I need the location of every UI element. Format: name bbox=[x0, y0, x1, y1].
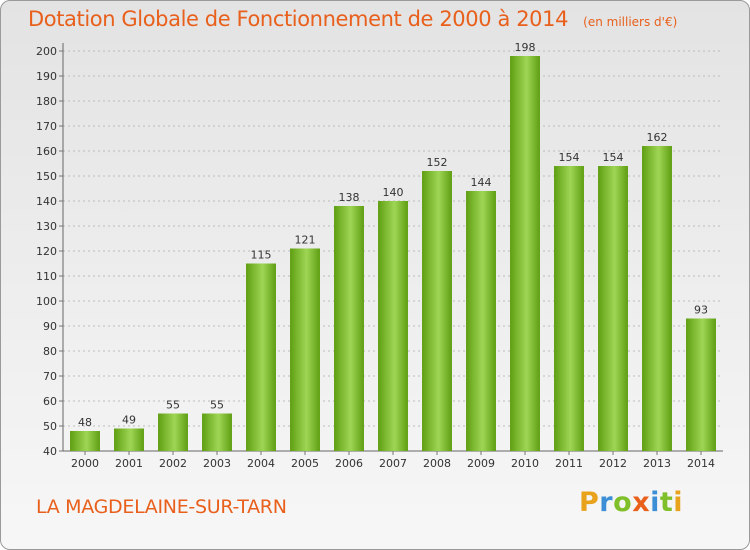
x-tick-label-2010: 2010 bbox=[511, 457, 539, 470]
y-tick-label: 100 bbox=[36, 295, 57, 308]
data-label-2001: 49 bbox=[122, 414, 136, 427]
logo-letter: x bbox=[632, 487, 651, 518]
x-tick-label-2005: 2005 bbox=[291, 457, 319, 470]
x-tick-label-2013: 2013 bbox=[643, 457, 671, 470]
x-tick-label-2008: 2008 bbox=[423, 457, 451, 470]
x-tick-label-2001: 2001 bbox=[115, 457, 143, 470]
logo-letter: i bbox=[673, 487, 684, 518]
x-tick-label-2007: 2007 bbox=[379, 457, 407, 470]
bar-2008 bbox=[422, 171, 452, 451]
bar-2009 bbox=[466, 191, 496, 451]
x-tick-label-2011: 2011 bbox=[555, 457, 583, 470]
bar-2000 bbox=[70, 431, 100, 451]
data-labels: 48 49 55 55 115 121 138 140 152 144 198 154 154 162 93 bbox=[78, 41, 708, 429]
logo-letter: o bbox=[613, 487, 633, 518]
data-label-2003: 55 bbox=[210, 399, 224, 412]
logo-letter: P bbox=[579, 487, 600, 518]
commune-name: LA MAGDELAINE-SUR-TARN bbox=[36, 496, 287, 518]
x-tick-label-2000: 2000 bbox=[71, 457, 99, 470]
data-label-2008: 152 bbox=[427, 156, 448, 169]
bar-2001 bbox=[114, 428, 144, 451]
data-label-2011: 154 bbox=[559, 151, 580, 164]
bar-2011 bbox=[554, 166, 584, 451]
bar-2014 bbox=[686, 318, 716, 451]
y-tick-label: 90 bbox=[43, 320, 57, 333]
y-tick-label: 110 bbox=[36, 270, 57, 283]
y-tick-label: 150 bbox=[36, 170, 57, 183]
y-tick-labels: 40 50 60 70 80 90 100 110 120 130 140 150 160 170 180 1… bbox=[36, 45, 57, 458]
x-tick-label-2012: 2012 bbox=[599, 457, 627, 470]
bar-2003 bbox=[202, 413, 232, 451]
bar-2007 bbox=[378, 201, 408, 451]
bar-2013 bbox=[642, 146, 672, 451]
x-tick-label-2006: 2006 bbox=[335, 457, 363, 470]
bar-2010 bbox=[510, 56, 540, 451]
y-tick-label: 200 bbox=[36, 45, 57, 58]
y-tick-label: 160 bbox=[36, 145, 57, 158]
data-label-2004: 115 bbox=[251, 249, 272, 262]
x-tick-label-2002: 2002 bbox=[159, 457, 187, 470]
y-tick-label: 40 bbox=[43, 445, 57, 458]
logo-letter: r bbox=[599, 487, 614, 518]
logo-letter: t bbox=[659, 487, 674, 518]
y-tick-label: 180 bbox=[36, 95, 57, 108]
y-tick-label: 60 bbox=[43, 395, 57, 408]
x-tick-labels: 2000 2001 2002 2003 2004 2005 2006 2007 2008 2009… bbox=[71, 451, 715, 470]
y-tick-label: 170 bbox=[36, 120, 57, 133]
x-tick-label-2004: 2004 bbox=[247, 457, 275, 470]
logo-letter: i bbox=[650, 487, 660, 518]
bar-2005 bbox=[290, 248, 320, 451]
data-label-2009: 144 bbox=[471, 176, 492, 189]
x-tick-label-2003: 2003 bbox=[203, 457, 231, 470]
y-tick-label: 120 bbox=[36, 245, 57, 258]
chart-title: Dotation Globale de Fonctionnement de 20… bbox=[28, 7, 677, 31]
data-label-2006: 138 bbox=[339, 191, 360, 204]
proxiti-logo: Proxiti bbox=[579, 487, 683, 518]
bar-2002 bbox=[158, 413, 188, 451]
data-label-2010: 198 bbox=[515, 41, 536, 54]
data-label-2014: 93 bbox=[694, 304, 708, 317]
y-tick-label: 80 bbox=[43, 345, 57, 358]
y-tick-label: 50 bbox=[43, 420, 57, 433]
chart-unit-text: (en milliers d'€) bbox=[583, 15, 678, 29]
bar-2012 bbox=[598, 166, 628, 451]
data-label-2013: 162 bbox=[647, 131, 668, 144]
data-label-2007: 140 bbox=[383, 186, 404, 199]
data-label-2002: 55 bbox=[166, 399, 180, 412]
data-label-2012: 154 bbox=[603, 151, 624, 164]
y-tick-label: 70 bbox=[43, 370, 57, 383]
x-tick-label-2014: 2014 bbox=[687, 457, 715, 470]
y-tick-label: 140 bbox=[36, 195, 57, 208]
y-tick-label: 130 bbox=[36, 220, 57, 233]
bars bbox=[70, 56, 716, 451]
bar-2006 bbox=[334, 206, 364, 451]
chart-title-text: Dotation Globale de Fonctionnement de 20… bbox=[28, 7, 569, 31]
y-tick-label: 190 bbox=[36, 70, 57, 83]
bar-2004 bbox=[246, 263, 276, 451]
data-label-2005: 121 bbox=[295, 234, 316, 247]
x-tick-label-2009: 2009 bbox=[467, 457, 495, 470]
data-label-2000: 48 bbox=[78, 416, 92, 429]
